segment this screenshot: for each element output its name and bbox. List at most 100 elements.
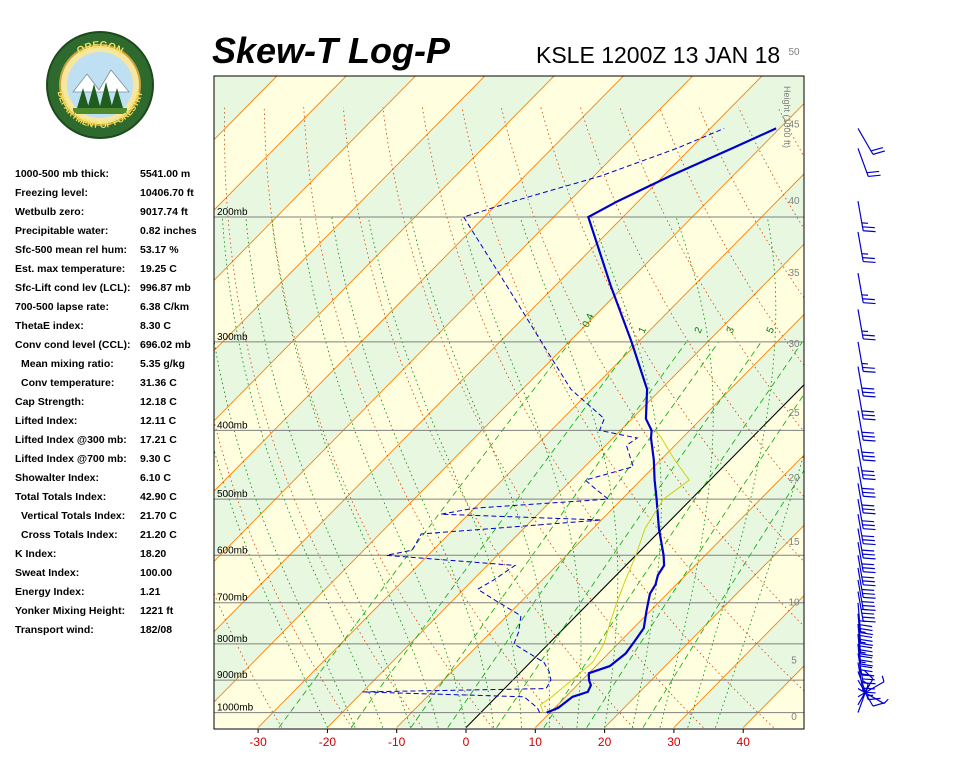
index-row: Cap Strength: 12.18 C (15, 396, 215, 415)
wind-barb (857, 514, 876, 546)
index-value: 8.30 C (140, 320, 171, 332)
moist-adiabat (331, 216, 495, 728)
dry-adiabat (540, 107, 804, 563)
svg-text:OREGON: OREGON (75, 40, 125, 57)
index-value: 182/08 (140, 624, 173, 636)
moist-adiabat (367, 216, 522, 728)
mixing-ratio-line (350, 341, 635, 728)
temperature-tick-label: -10 (388, 735, 406, 749)
index-value: 12.18 C (140, 396, 177, 408)
index-label: Energy Index: (15, 586, 85, 598)
oregon-department-of-forestry-logo: OREGON DEPARTMENT OF FORESTRY (46, 31, 154, 139)
index-row: Sfc-Lift cond lev (LCL): 996.87 mb (15, 282, 215, 301)
pressure-label: 1000mb (217, 703, 254, 714)
isotherm-line (214, 76, 417, 281)
isotherm-line (214, 76, 486, 352)
dry-adiabat (214, 419, 353, 728)
temperature-tick-label: 30 (667, 735, 681, 749)
dry-adiabat (421, 107, 774, 728)
isotherm-line (396, 313, 804, 728)
index-label: Lifted Index @300 mb: (15, 434, 127, 446)
index-label: Cross Totals Index: (21, 529, 118, 541)
wind-barb (857, 309, 876, 341)
index-label: Total Totals Index: (15, 491, 107, 503)
index-value: 21.70 C (140, 510, 177, 522)
stability-indices-panel: 1000-500 mb thick: 5541.00 m Freezing leve… (15, 168, 215, 643)
wind-barb (857, 567, 876, 599)
height-tick-label: 40 (788, 196, 800, 207)
index-row: Conv temperature: 31.36 C (15, 377, 215, 396)
index-label: Wetbulb zero: (15, 206, 85, 218)
mixing-ratio-line (447, 341, 720, 728)
height-tick-label: 50 (788, 47, 800, 58)
pressure-label: 500mb (217, 489, 248, 500)
temperature-tick-label: 10 (529, 735, 543, 749)
index-value: 6.38 C/km (140, 301, 190, 313)
wind-barb (857, 613, 873, 646)
index-row: Lifted Index @300 mb: 17.21 C (15, 434, 215, 453)
mixing-ratio-line (496, 341, 762, 728)
index-row: Mean mixing ratio: 5.35 g/kg (15, 358, 215, 377)
wind-barb (857, 128, 886, 155)
mixing-ratio-label: 3 (725, 325, 738, 335)
pressure-label: 200mb (217, 207, 248, 218)
isotherm-line (673, 595, 804, 728)
index-value: 9.30 C (140, 453, 171, 465)
index-label: Precipitable water: (15, 225, 109, 237)
wind-barb (857, 671, 881, 701)
temperature-tick-label: 40 (737, 735, 751, 749)
height-tick-label: 5 (791, 656, 797, 667)
temperature-band (0, 60, 224, 728)
moist-adiabat (299, 216, 467, 728)
dry-adiabat (818, 107, 960, 727)
chart-title: Skew-T Log-P (212, 30, 451, 71)
wind-barb (857, 448, 876, 481)
mixing-ratio-line (410, 341, 687, 728)
index-label: Cap Strength: (15, 396, 85, 408)
index-row: 700-500 lapse rate: 6.38 C/km (15, 301, 215, 320)
index-row: Est. max temperature: 19.25 C (15, 263, 215, 282)
index-value: 5541.00 m (140, 168, 191, 180)
wind-barb (857, 528, 876, 560)
wind-barb (857, 273, 876, 305)
index-label: Freezing level: (15, 187, 88, 199)
pressure-label: 300mb (217, 332, 248, 343)
pressure-label: 400mb (217, 420, 248, 431)
index-row: Lifted Index @700 mb: 9.30 C (15, 453, 215, 472)
temperature-tick-label: -30 (249, 735, 267, 749)
index-value: 1.21 (140, 586, 161, 598)
index-value: 12.11 C (140, 415, 177, 427)
wind-barb (857, 555, 876, 587)
isotherm-line (604, 524, 804, 728)
index-value: 696.02 mb (140, 339, 191, 351)
index-row: Conv cond level (CCL): 696.02 mb (15, 339, 215, 358)
index-label: Yonker Mixing Height: (15, 605, 126, 617)
isotherm-line (214, 76, 763, 633)
index-label: 1000-500 mb thick: (15, 168, 109, 180)
index-label: Sfc-500 mean rel hum: (15, 244, 128, 256)
temperature-tick-label: -20 (319, 735, 337, 749)
wind-barb (857, 366, 876, 398)
wind-barb (857, 430, 876, 462)
index-label: Sweat Index: (15, 567, 80, 579)
height-tick-label: 20 (788, 473, 800, 484)
wind-barb (857, 231, 876, 264)
index-row: Sfc-500 mean rel hum: 53.17 % (15, 244, 215, 263)
height-tick-label: 0 (791, 712, 797, 723)
index-row: Lifted Index: 12.11 C (15, 415, 215, 434)
logo-top-text: OREGON (75, 40, 125, 57)
index-value: 996.87 mb (140, 282, 191, 294)
isotherm-line (257, 173, 804, 728)
moist-adiabat (214, 447, 328, 728)
index-row: 1000-500 mb thick: 5541.00 m (15, 168, 215, 187)
moist-adiabat (659, 216, 714, 728)
height-axis-label: Height (1000 ft) (782, 86, 792, 148)
moist-adiabat (591, 216, 662, 728)
mixing-ratio-line (278, 341, 571, 728)
index-value: 100.00 (140, 567, 173, 579)
dry-adiabat (214, 592, 283, 728)
wind-barb (857, 389, 876, 421)
height-tick-label: 25 (788, 408, 800, 419)
isotherm-line (813, 60, 960, 728)
index-row: Cross Totals Index: 21.20 C (15, 529, 215, 548)
